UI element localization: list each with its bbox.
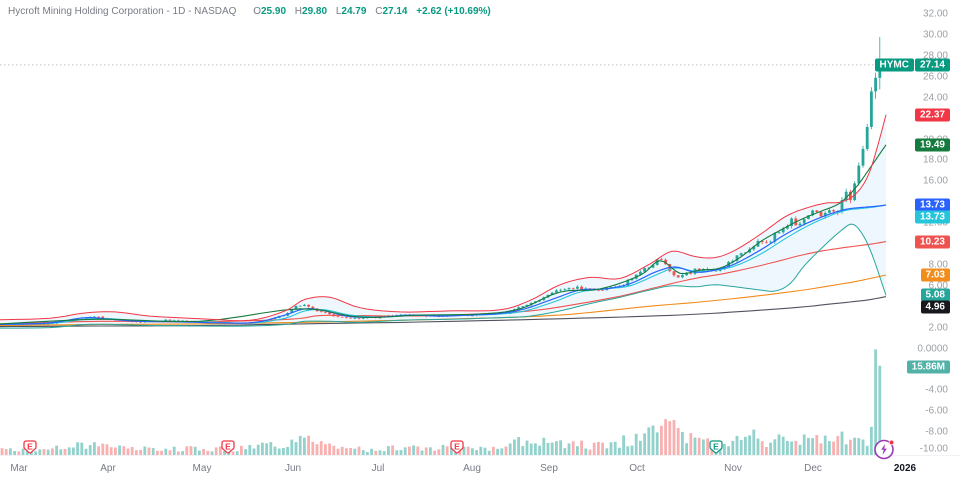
indicator-lines [0, 114, 887, 329]
month-label: May [192, 463, 212, 474]
month-label: Mar [10, 463, 28, 474]
line-bb-lower [0, 223, 887, 329]
price-tick: 8.00 [928, 259, 948, 271]
price-tick: 6.00 [928, 280, 948, 292]
symbol-info-bar[interactable]: Hycroft Mining Holding Corporation - 1D … [8, 6, 491, 17]
price-tick: 28.00 [922, 50, 948, 62]
ohlc-close: C27.14 [375, 6, 408, 17]
price-tick: -6.00 [925, 405, 948, 417]
month-label: Nov [724, 463, 742, 474]
ohlc-open: O25.90 [253, 6, 287, 17]
price-tick: 24.00 [922, 92, 948, 104]
month-label: Sep [540, 463, 558, 474]
svg-text:E: E [27, 442, 33, 452]
svg-text:E: E [454, 442, 460, 452]
month-label: Apr [100, 463, 116, 474]
line-ma-blue [0, 204, 887, 326]
year-label: 2026 [893, 463, 917, 474]
symbol-tag: HYMC [874, 58, 914, 72]
label-value: 13.73 [914, 210, 950, 224]
price-tick: 26.00 [922, 71, 948, 83]
label-value: 5.08 [920, 288, 950, 302]
label-value: 10.23 [914, 235, 950, 249]
label-value: 22.37 [914, 108, 950, 122]
month-label: Jul [371, 463, 385, 474]
price-axis[interactable]: 32.0030.0028.0026.0024.0020.0018.0016.00… [874, 0, 960, 455]
line-ma-red [0, 241, 887, 325]
price-tick: 2.00 [928, 322, 948, 334]
month-label: Jun [284, 463, 302, 474]
price-tick: -8.00 [925, 426, 948, 438]
label-value: 7.03 [920, 268, 950, 282]
change-value: +2.62 (+10.69%) [416, 6, 491, 17]
month-label: Aug [463, 463, 481, 474]
indicator-value-label: 7.03 [920, 268, 950, 282]
line-ma-black [0, 296, 887, 328]
price-tick: 16.00 [922, 175, 948, 187]
indicator-value-label: 13.73 [914, 198, 950, 212]
line-bb-upper [0, 114, 887, 322]
time-axis[interactable]: Mar Apr May Jun Jul Aug Sep Oct Nov Dec 2026 [0, 455, 960, 481]
label-value: 4.96 [920, 300, 950, 314]
price-tick: 32.00 [922, 8, 948, 20]
indicator-value-label: 4.96 [920, 300, 950, 314]
month-label: Oct [629, 463, 645, 474]
indicator-value-label: 13.73 [914, 210, 950, 224]
symbol-title[interactable]: Hycroft Mining Holding Corporation - 1D … [8, 6, 237, 17]
indicator-value-label: 22.37 [914, 108, 950, 122]
volume-bars [0, 349, 882, 455]
earnings-icon[interactable]: E [450, 440, 464, 454]
indicator-value-label: 5.08 [920, 288, 950, 302]
last-price-label: HYMC 27.14 [874, 58, 950, 72]
indicator-value-label: 19.49 [914, 138, 950, 152]
month-label: Dec [804, 463, 822, 474]
price-tick: 30.00 [922, 29, 948, 41]
indicator-value-label: 10.23 [914, 235, 950, 249]
price-tick: 0.0000 [917, 343, 948, 354]
ohlc-low: L24.79 [335, 6, 367, 17]
svg-text:E: E [713, 442, 719, 452]
svg-text:E: E [225, 442, 231, 452]
label-value: 27.14 [914, 58, 950, 72]
earnings-icon[interactable]: E [23, 440, 37, 454]
price-tick: -4.00 [925, 384, 948, 396]
line-ma-green [0, 144, 887, 325]
earnings-icon[interactable]: E [709, 440, 723, 454]
bollinger-band-fill [0, 114, 886, 329]
ohlc-high: H29.80 [294, 6, 328, 17]
earnings-icon[interactable]: E [221, 440, 235, 454]
label-value: 19.49 [914, 138, 950, 152]
price-tick: 18.00 [922, 154, 948, 166]
price-tick: -10.00 [919, 443, 948, 455]
label-value: 13.73 [914, 198, 950, 212]
instant-trading-flash-button[interactable] [871, 436, 898, 463]
volume-value-label: 15.86M [906, 360, 950, 374]
